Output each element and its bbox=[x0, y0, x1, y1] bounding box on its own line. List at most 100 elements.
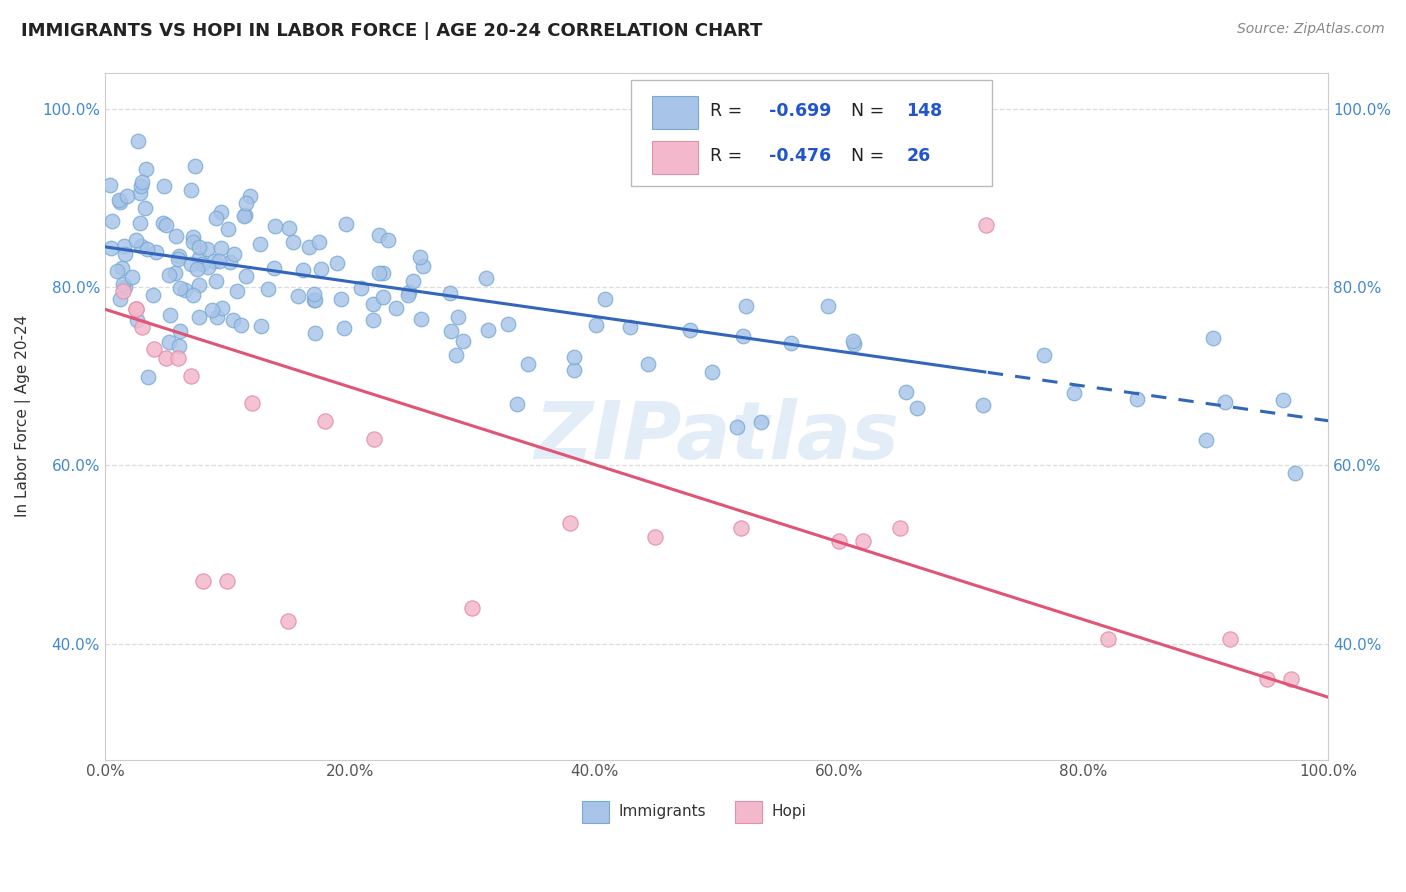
Point bbox=[202, 254, 225, 268]
Point bbox=[326, 255, 349, 269]
Y-axis label: In Labor Force | Age 20-24: In Labor Force | Age 20-24 bbox=[15, 315, 31, 517]
Point bbox=[1284, 466, 1306, 480]
Point bbox=[114, 280, 136, 294]
Point bbox=[972, 398, 994, 412]
Point bbox=[1125, 392, 1147, 407]
Point bbox=[298, 239, 321, 253]
Point bbox=[730, 521, 752, 535]
Point bbox=[121, 269, 143, 284]
Text: -0.476: -0.476 bbox=[769, 147, 831, 165]
Point bbox=[239, 188, 262, 202]
Point bbox=[734, 299, 756, 313]
Point bbox=[165, 266, 187, 280]
Bar bbox=[652, 141, 699, 174]
Point bbox=[308, 235, 330, 249]
Point bbox=[402, 274, 425, 288]
Point bbox=[134, 201, 156, 215]
Point bbox=[217, 574, 239, 589]
Point bbox=[309, 261, 332, 276]
Point bbox=[1272, 393, 1295, 408]
Point bbox=[371, 290, 394, 304]
Point bbox=[733, 328, 755, 343]
Point bbox=[240, 396, 263, 410]
Point bbox=[373, 266, 395, 280]
Point bbox=[217, 222, 239, 236]
Point bbox=[187, 310, 209, 324]
Point bbox=[181, 235, 204, 250]
Point bbox=[209, 241, 232, 255]
Point bbox=[1213, 395, 1236, 409]
Point bbox=[167, 339, 190, 353]
Point bbox=[446, 348, 468, 362]
Point bbox=[145, 244, 167, 259]
Point bbox=[263, 260, 285, 275]
Point bbox=[1256, 673, 1278, 687]
Point bbox=[127, 313, 149, 327]
Point bbox=[165, 229, 187, 244]
Point bbox=[725, 420, 748, 434]
Text: ZIPatlas: ZIPatlas bbox=[534, 398, 898, 476]
Point bbox=[619, 319, 641, 334]
Point bbox=[186, 261, 208, 276]
Point bbox=[195, 242, 218, 256]
Point bbox=[226, 284, 249, 298]
Point bbox=[167, 351, 190, 366]
Text: N =: N = bbox=[851, 102, 884, 120]
Point bbox=[159, 308, 181, 322]
Point bbox=[447, 310, 470, 324]
Point bbox=[205, 211, 228, 225]
Point bbox=[368, 228, 391, 243]
Point bbox=[229, 318, 252, 332]
Point bbox=[302, 286, 325, 301]
Point bbox=[907, 401, 929, 415]
Point bbox=[112, 239, 135, 253]
Point bbox=[111, 260, 134, 275]
Point bbox=[385, 301, 408, 315]
Point bbox=[330, 292, 353, 306]
Point bbox=[1195, 433, 1218, 447]
Point bbox=[131, 175, 153, 189]
Point bbox=[281, 235, 304, 249]
Point bbox=[287, 289, 309, 303]
Point bbox=[277, 221, 299, 235]
Point bbox=[235, 195, 257, 210]
Point bbox=[98, 178, 121, 192]
Point bbox=[498, 317, 520, 331]
Point bbox=[180, 183, 202, 197]
Point bbox=[332, 321, 354, 335]
Point bbox=[233, 208, 256, 222]
Point bbox=[412, 259, 434, 273]
Point bbox=[304, 293, 326, 307]
Point bbox=[702, 365, 724, 379]
Point bbox=[749, 415, 772, 429]
Point bbox=[110, 195, 132, 210]
Point bbox=[101, 214, 124, 228]
Point bbox=[1201, 331, 1223, 345]
Point bbox=[644, 530, 666, 544]
Point bbox=[264, 219, 287, 233]
Text: R =: R = bbox=[710, 147, 742, 165]
Point bbox=[183, 159, 205, 173]
Point bbox=[152, 216, 174, 230]
Point bbox=[1219, 632, 1241, 647]
Point bbox=[828, 534, 851, 549]
Point bbox=[174, 283, 197, 297]
Point bbox=[157, 268, 180, 282]
Point bbox=[889, 521, 911, 535]
Point bbox=[112, 277, 135, 291]
Point bbox=[562, 350, 585, 364]
Point bbox=[637, 357, 659, 371]
Point bbox=[224, 247, 246, 261]
Point bbox=[205, 274, 228, 288]
Text: 148: 148 bbox=[905, 102, 942, 120]
Point bbox=[451, 334, 474, 348]
Point bbox=[593, 293, 616, 307]
Point bbox=[169, 281, 191, 295]
Text: Source: ZipAtlas.com: Source: ZipAtlas.com bbox=[1237, 22, 1385, 37]
Point bbox=[304, 326, 326, 340]
Point bbox=[155, 351, 177, 366]
Text: N =: N = bbox=[851, 147, 884, 165]
Point bbox=[585, 318, 607, 332]
Point bbox=[136, 370, 159, 384]
Point bbox=[135, 161, 157, 176]
